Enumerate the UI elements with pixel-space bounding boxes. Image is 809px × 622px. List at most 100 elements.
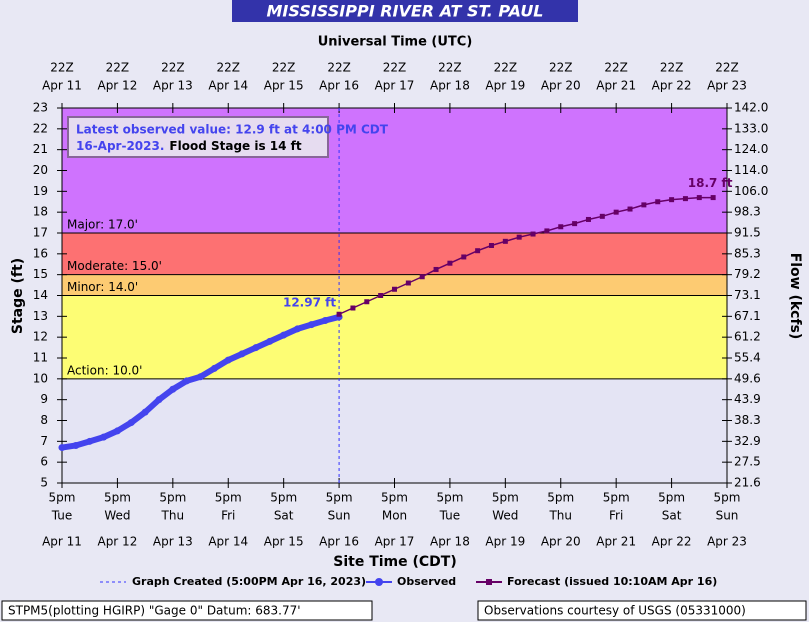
x2-tick-label: 22Z <box>327 61 351 75</box>
x2-tick-label: 22Z <box>383 61 407 75</box>
x2-tick-date: Apr 11 <box>42 79 82 93</box>
x-tick-label: 5pm <box>381 491 408 505</box>
observed-point <box>141 408 149 416</box>
forecast-point <box>447 260 453 266</box>
x-tick-date: Apr 16 <box>319 535 359 549</box>
observed-point <box>210 364 218 372</box>
x2-tick-date: Apr 22 <box>652 79 692 93</box>
y-tick-label: 19 <box>33 184 48 198</box>
chart-title: MISSISSIPPI RIVER AT ST. PAUL <box>267 2 544 21</box>
observed-point <box>266 337 274 345</box>
forecast-point <box>641 202 647 208</box>
x-tick-date: Apr 19 <box>485 535 525 549</box>
y2-tick-label: 49.6 <box>734 371 761 385</box>
forecast-point <box>433 266 439 272</box>
y2-tick-label: 73.1 <box>734 288 761 302</box>
observed-point <box>169 385 177 393</box>
legend-label: Forecast (issued 10:10AM Apr 16) <box>507 575 717 588</box>
forecast-point <box>613 209 619 215</box>
y2-tick-label: 32.9 <box>734 434 761 448</box>
footer-right: Observations courtesy of USGS (05331000) <box>484 604 746 618</box>
flood-band <box>62 233 727 275</box>
y-tick-label: 10 <box>33 371 48 385</box>
x-tick-weekday: Wed <box>492 509 518 523</box>
observed-point <box>100 433 108 441</box>
x-tick-label: 5pm <box>547 491 574 505</box>
forecast-point <box>488 243 494 248</box>
y2-tick-label: 133.0 <box>734 121 768 135</box>
x-tick-weekday: Sat <box>274 509 294 523</box>
x2-tick-date: Apr 15 <box>264 79 304 93</box>
footer-left: STPM5(plotting HGIRP) "Gage 0" Datum: 68… <box>8 604 301 618</box>
observed-point <box>307 321 315 329</box>
y-tick-label: 5 <box>40 476 48 490</box>
x-tick-date: Apr 21 <box>596 535 636 549</box>
y2-tick-label: 142.0 <box>734 101 768 115</box>
footer-box <box>1 600 373 621</box>
x2-tick-date: Apr 19 <box>485 79 525 93</box>
y2-tick-label: 61.2 <box>734 330 761 344</box>
x-tick-weekday: Fri <box>221 509 235 523</box>
forecast-point <box>696 195 702 201</box>
forecast-point <box>558 224 564 230</box>
x2-axis-title: Universal Time (UTC) <box>318 35 473 50</box>
observed-point <box>197 373 205 381</box>
x-tick-weekday: Tue <box>51 509 73 523</box>
y2-tick-label: 38.3 <box>734 413 761 427</box>
flood-band <box>62 274 727 296</box>
x-tick-label: 5pm <box>714 491 741 505</box>
x-tick-label: 5pm <box>104 491 131 505</box>
x2-tick-label: 22Z <box>106 61 130 75</box>
x2-tick-label: 22Z <box>494 61 518 75</box>
y2-tick-label: 21.6 <box>734 476 761 490</box>
forecast-point <box>627 206 633 212</box>
y-tick-label: 12 <box>33 330 48 344</box>
x2-tick-label: 22Z <box>272 61 296 75</box>
x2-tick-label: 22Z <box>604 61 628 75</box>
y2-tick-label: 55.4 <box>734 351 761 365</box>
flood-label: Minor: 14.0' <box>67 280 138 294</box>
forecast-point <box>572 221 578 227</box>
observed-point <box>58 444 66 452</box>
forecast-point <box>516 234 522 240</box>
y2-tick-label: 98.3 <box>734 205 761 219</box>
x-tick-label: 5pm <box>215 491 242 505</box>
data-label: 18.7 ft <box>688 176 733 190</box>
y2-tick-label: 79.2 <box>734 267 761 281</box>
x-tick-weekday: Sun <box>328 509 351 523</box>
legend-label: Observed <box>397 575 456 588</box>
x-tick-weekday: Sat <box>662 509 682 523</box>
y-tick-label: 20 <box>33 163 48 177</box>
x-tick-label: 5pm <box>326 491 353 505</box>
annotation-line: Latest observed value: 12.9 ft at 4:00 P… <box>76 123 389 137</box>
y2-tick-label: 85.3 <box>734 246 761 260</box>
forecast-point <box>682 196 688 202</box>
x2-tick-label: 22Z <box>660 61 684 75</box>
x-tick-label: 5pm <box>270 491 297 505</box>
x-tick-date: Apr 11 <box>42 535 82 549</box>
y2-tick-label: 114.0 <box>734 163 768 177</box>
legend-created: Graph Created (5:00PM Apr 16, 2023) <box>132 575 366 588</box>
legend-swatch <box>375 578 383 586</box>
observed-point <box>86 437 94 445</box>
x2-tick-date: Apr 21 <box>596 79 636 93</box>
forecast-point <box>502 238 508 244</box>
y-tick-label: 15 <box>33 267 48 281</box>
y2-tick-label: 67.1 <box>734 309 761 323</box>
footer-box <box>477 600 807 621</box>
forecast-point <box>336 311 342 317</box>
x2-tick-date: Apr 12 <box>97 79 137 93</box>
x-tick-label: 5pm <box>159 491 186 505</box>
forecast-point <box>669 197 675 203</box>
x2-tick-date: Apr 14 <box>208 79 248 93</box>
forecast-point <box>530 231 536 237</box>
y2-tick-label: 43.9 <box>734 392 761 406</box>
observed-point <box>294 325 302 333</box>
x-tick-date: Apr 18 <box>430 535 470 549</box>
x-tick-label: 5pm <box>658 491 685 505</box>
y-tick-label: 7 <box>40 434 48 448</box>
forecast-point <box>350 305 356 311</box>
x-tick-weekday: Mon <box>382 509 407 523</box>
annotation-line: 16-Apr-2023. Flood Stage is 14 ft <box>76 139 302 153</box>
x-tick-date: Apr 13 <box>153 535 193 549</box>
